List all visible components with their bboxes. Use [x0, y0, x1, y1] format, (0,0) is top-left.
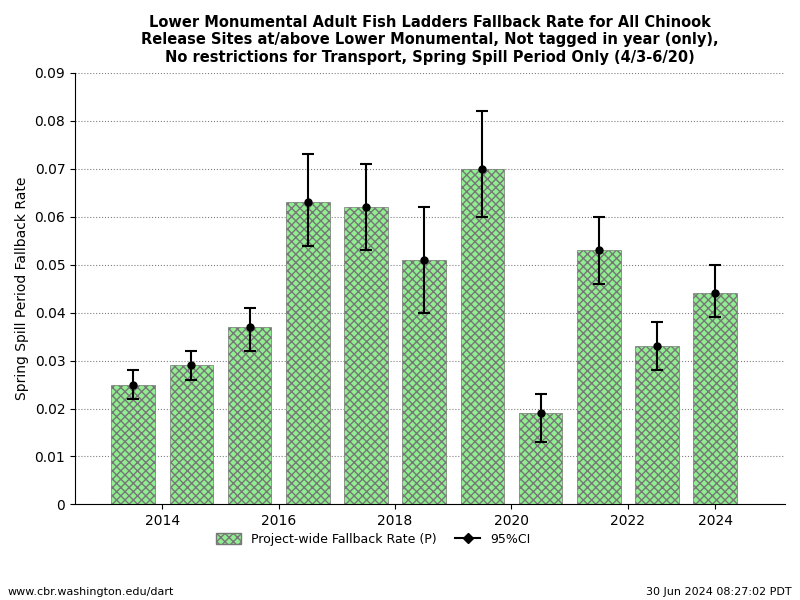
Bar	[111, 385, 155, 505]
Bar	[694, 293, 737, 505]
Bar	[635, 346, 678, 505]
Bar	[577, 250, 621, 505]
Bar	[518, 413, 562, 505]
Text: www.cbr.washington.edu/dart: www.cbr.washington.edu/dart	[8, 587, 174, 597]
Bar	[461, 169, 504, 505]
Title: Lower Monumental Adult Fish Ladders Fallback Rate for All Chinook
Release Sites : Lower Monumental Adult Fish Ladders Fall…	[142, 15, 719, 65]
Y-axis label: Spring Spill Period Fallback Rate: Spring Spill Period Fallback Rate	[15, 177, 29, 400]
Text: 30 Jun 2024 08:27:02 PDT: 30 Jun 2024 08:27:02 PDT	[646, 587, 792, 597]
Bar	[344, 207, 388, 505]
Legend: Project-wide Fallback Rate (P), 95%CI: Project-wide Fallback Rate (P), 95%CI	[216, 533, 530, 545]
Bar	[170, 365, 214, 505]
Bar	[286, 202, 330, 505]
Bar	[402, 260, 446, 505]
Bar	[228, 327, 271, 505]
